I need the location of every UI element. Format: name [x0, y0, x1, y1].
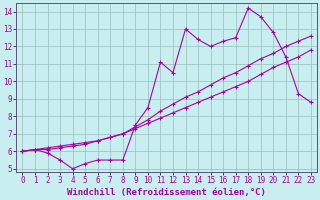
X-axis label: Windchill (Refroidissement éolien,°C): Windchill (Refroidissement éolien,°C): [67, 188, 266, 197]
